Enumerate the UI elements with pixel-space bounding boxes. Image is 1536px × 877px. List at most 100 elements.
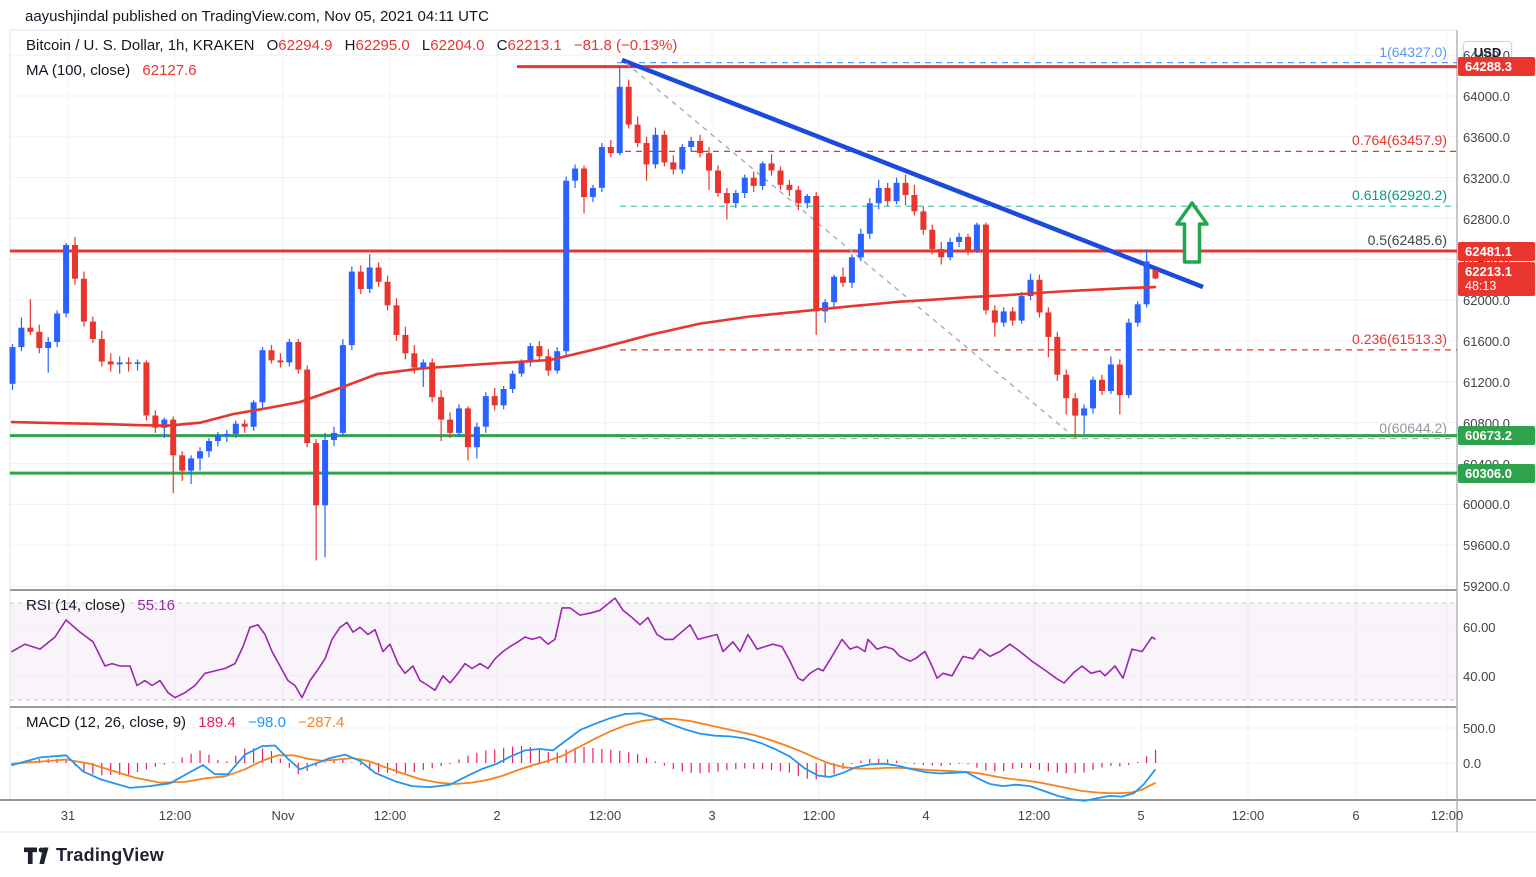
candle-body: [1116, 364, 1123, 396]
candle-body: [393, 305, 400, 335]
candle-body: [1063, 374, 1070, 399]
candle-body: [268, 350, 275, 361]
fib-level-label[interactable]: 0.5(62485.6): [1367, 231, 1447, 248]
candle-body: [232, 423, 239, 434]
fib-level-label[interactable]: 1(64327.0): [1379, 43, 1447, 60]
candle-body: [715, 170, 721, 193]
fib-level-label[interactable]: 0.236(61513.3): [1352, 330, 1447, 347]
candle-body: [893, 182, 900, 202]
candle-body: [527, 346, 534, 363]
candle-body: [679, 147, 686, 170]
candle-body: [286, 342, 293, 363]
time-tick-label: 12:00: [373, 808, 407, 823]
candle-body: [938, 249, 945, 258]
candle-body: [250, 402, 257, 427]
candle-body: [857, 233, 864, 258]
candle-body: [27, 327, 34, 332]
candle-body: [500, 389, 507, 406]
price-tick-label: 63200.0: [1463, 170, 1510, 186]
candle-body: [884, 187, 891, 202]
candle-body: [411, 353, 418, 368]
tradingview-logo-icon: [24, 847, 49, 864]
macd-tick-label: 0.0: [1463, 756, 1482, 771]
candle-body: [902, 182, 909, 195]
symbol-legend-row[interactable]: Bitcoin / U. S. Dollar, 1h, KRAKEN O6229…: [26, 37, 677, 54]
candle-body: [357, 271, 364, 289]
candle-body: [277, 360, 284, 363]
rsi-band: [10, 603, 1457, 700]
candle-body: [482, 396, 489, 427]
candle-body: [420, 362, 427, 368]
candle-body: [1036, 279, 1043, 313]
candle-body: [152, 415, 159, 428]
time-tick-label: 12:00: [1231, 808, 1265, 823]
time-tick-label: 4: [922, 808, 930, 823]
price-tick-label: 62800.0: [1463, 211, 1510, 227]
price-tick-label: 60000.0: [1463, 497, 1510, 513]
macd-signal-value: −287.4: [298, 714, 345, 731]
fib-level-label[interactable]: 0.618(62920.2): [1352, 187, 1447, 204]
price-level-badge: 64288.3: [1458, 57, 1535, 77]
gray-guide-trendline: [625, 62, 1068, 432]
countdown-timer: 48:13: [1465, 279, 1497, 294]
candle-body: [965, 236, 971, 251]
candle-body: [206, 441, 212, 452]
candle-body: [54, 313, 61, 342]
candle-body: [759, 163, 766, 186]
candle-body: [795, 189, 802, 204]
change-value: −81.8 (−0.13%): [573, 37, 678, 54]
candle-body: [991, 310, 998, 323]
candle-body: [786, 184, 793, 190]
candle-body: [241, 423, 248, 427]
ma-label: MA (100, close): [26, 62, 131, 79]
candle-body: [491, 396, 498, 406]
time-tick-label: 3: [708, 808, 716, 823]
candle-body: [116, 362, 123, 365]
candle-body: [63, 245, 70, 314]
candle-body: [447, 419, 454, 433]
tradingview-logo[interactable]: TradingView: [24, 845, 164, 866]
candle-body: [1018, 296, 1025, 321]
candle-body: [866, 203, 873, 234]
ohlc-close-label: C: [496, 37, 508, 54]
candle-body: [1090, 379, 1096, 409]
candle-body: [607, 147, 614, 154]
candle-body: [536, 346, 543, 357]
ohlc-high-value: 62295.0: [355, 37, 410, 54]
descending-resistance-trendline: [621, 57, 1204, 290]
ohlc-low-label: L: [421, 37, 431, 54]
time-tick-label: 31: [60, 808, 76, 823]
candle-body: [634, 124, 641, 143]
candle-body: [339, 345, 346, 433]
candle-body: [581, 168, 587, 198]
ohlc-open-label: O: [266, 37, 279, 54]
rsi-legend-row[interactable]: RSI (14, close) 55.16: [26, 597, 175, 614]
candle-body: [509, 373, 516, 389]
time-tick-label: 12:00: [1017, 808, 1051, 823]
up-arrow-annotation[interactable]: [1175, 201, 1209, 264]
candle-body: [473, 426, 480, 448]
fib-level-label[interactable]: 0.764(63457.9): [1352, 132, 1447, 149]
candle-body: [80, 278, 87, 322]
ma-legend-row[interactable]: MA (100, close) 62127.6: [26, 62, 197, 79]
rsi-tick-label: 60.00: [1463, 620, 1496, 636]
candle-body: [563, 180, 570, 352]
candle-body: [947, 242, 954, 258]
candle-body: [161, 419, 168, 428]
candle-body: [1045, 312, 1052, 337]
candle-body: [402, 334, 409, 354]
time-tick-label: Nov: [271, 808, 295, 823]
macd-legend-row[interactable]: MACD (12, 26, close, 9) 189.4 −98.0 −287…: [26, 714, 344, 731]
candle-body: [911, 195, 918, 212]
candle-body: [1054, 336, 1061, 375]
candle-body: [625, 86, 632, 125]
price-level-badge: 60306.0: [1458, 463, 1535, 483]
rsi-tick-label: 40.00: [1463, 668, 1496, 684]
fib-level-label[interactable]: 0(60644.2): [1379, 419, 1447, 436]
candle-body: [831, 276, 838, 303]
candle-body: [840, 276, 846, 283]
candle-body: [956, 236, 963, 242]
ma100-line: [10, 285, 1157, 428]
candle-body: [670, 162, 677, 170]
